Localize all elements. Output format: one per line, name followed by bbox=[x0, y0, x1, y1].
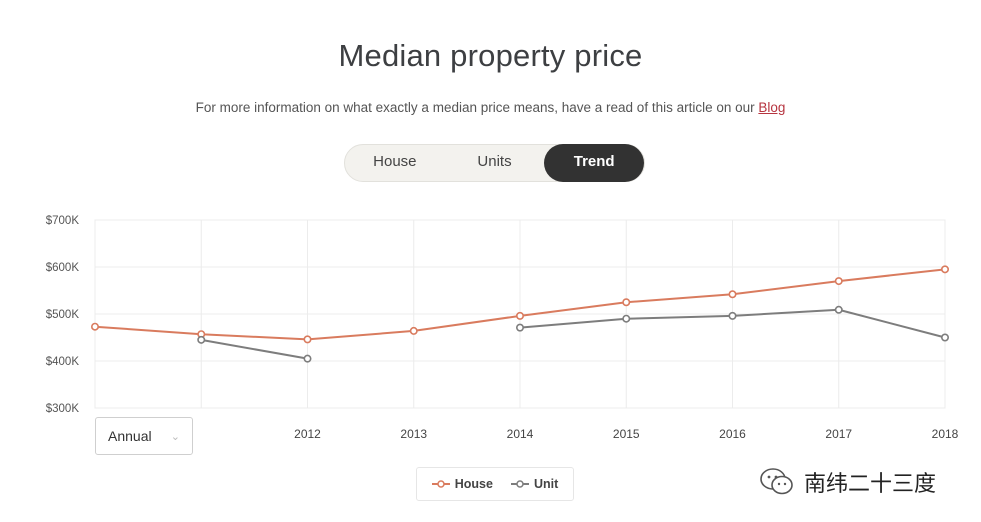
legend-house-label: House bbox=[454, 477, 493, 491]
chart-legend: House Unit bbox=[416, 467, 574, 501]
unit-point bbox=[940, 333, 949, 342]
y-tick-label: $500K bbox=[46, 309, 80, 321]
unit-line-segment bbox=[201, 338, 308, 360]
house-point bbox=[940, 265, 949, 274]
wechat-icon bbox=[760, 468, 793, 495]
legend-unit-marker bbox=[510, 480, 529, 488]
legend-house-marker bbox=[431, 480, 450, 488]
page-title: Median property price bbox=[338, 38, 643, 73]
y-tick-label: $600K bbox=[46, 262, 80, 274]
house-point bbox=[409, 326, 418, 335]
house-point bbox=[622, 298, 631, 307]
y-tick-label: $400K bbox=[46, 356, 80, 368]
unit-line-segment bbox=[732, 308, 839, 317]
house-line-segment bbox=[838, 268, 946, 283]
house-line-segment bbox=[94, 325, 202, 336]
unit-point bbox=[622, 314, 631, 323]
x-tick-label: 2013 bbox=[400, 427, 427, 441]
x-tick-label: 2016 bbox=[719, 427, 746, 441]
chevron-down-icon: ⌄ bbox=[170, 431, 180, 443]
y-tick-label: $300K bbox=[46, 403, 80, 415]
x-tick-label: 2017 bbox=[825, 427, 852, 441]
unit-point bbox=[834, 305, 843, 314]
watermark-text: 南纬二十三度 bbox=[804, 471, 937, 496]
blog-link[interactable]: Blog bbox=[758, 100, 786, 115]
unit-line-segment bbox=[519, 317, 627, 329]
period-select[interactable]: Annual ⌄ bbox=[95, 417, 193, 455]
y-tick-label: $700K bbox=[46, 215, 80, 227]
unit-line-segment bbox=[838, 308, 946, 339]
toggle-trend[interactable]: Trend bbox=[544, 144, 645, 182]
house-point bbox=[91, 322, 100, 331]
unit-point bbox=[303, 354, 312, 363]
house-line-segment bbox=[307, 329, 414, 341]
toggle-house[interactable]: House bbox=[373, 153, 417, 170]
house-line-segment bbox=[413, 314, 521, 332]
legend-unit-label: Unit bbox=[533, 477, 559, 491]
legend-item-unit[interactable]: Unit bbox=[510, 477, 559, 491]
watermark: 南纬二十三度 bbox=[760, 466, 936, 498]
subtitle-text: For more information on what exactly a m… bbox=[195, 100, 759, 115]
x-tick-label: 2012 bbox=[294, 427, 321, 441]
x-tick-label: 2015 bbox=[613, 427, 640, 441]
house-line-segment bbox=[626, 293, 733, 304]
unit-point bbox=[515, 323, 524, 332]
house-line-segment bbox=[519, 301, 627, 317]
house-point bbox=[728, 290, 737, 299]
legend-item-house[interactable]: House bbox=[431, 477, 493, 491]
unit-point bbox=[197, 335, 206, 344]
x-tick-label: 2014 bbox=[507, 427, 534, 441]
house-point bbox=[515, 311, 524, 320]
unit-line-segment bbox=[626, 314, 733, 320]
property-type-toggle: House Units Trend bbox=[344, 144, 645, 182]
house-line-segment bbox=[201, 333, 308, 341]
house-line-segment bbox=[732, 280, 839, 296]
period-select-value: Annual bbox=[108, 428, 152, 444]
toggle-units[interactable]: Units bbox=[477, 153, 512, 170]
unit-point bbox=[728, 311, 737, 320]
x-tick-label: 2018 bbox=[932, 427, 959, 441]
page-subtitle: For more information on what exactly a m… bbox=[0, 100, 981, 115]
house-point bbox=[303, 335, 312, 344]
house-point bbox=[834, 277, 843, 286]
